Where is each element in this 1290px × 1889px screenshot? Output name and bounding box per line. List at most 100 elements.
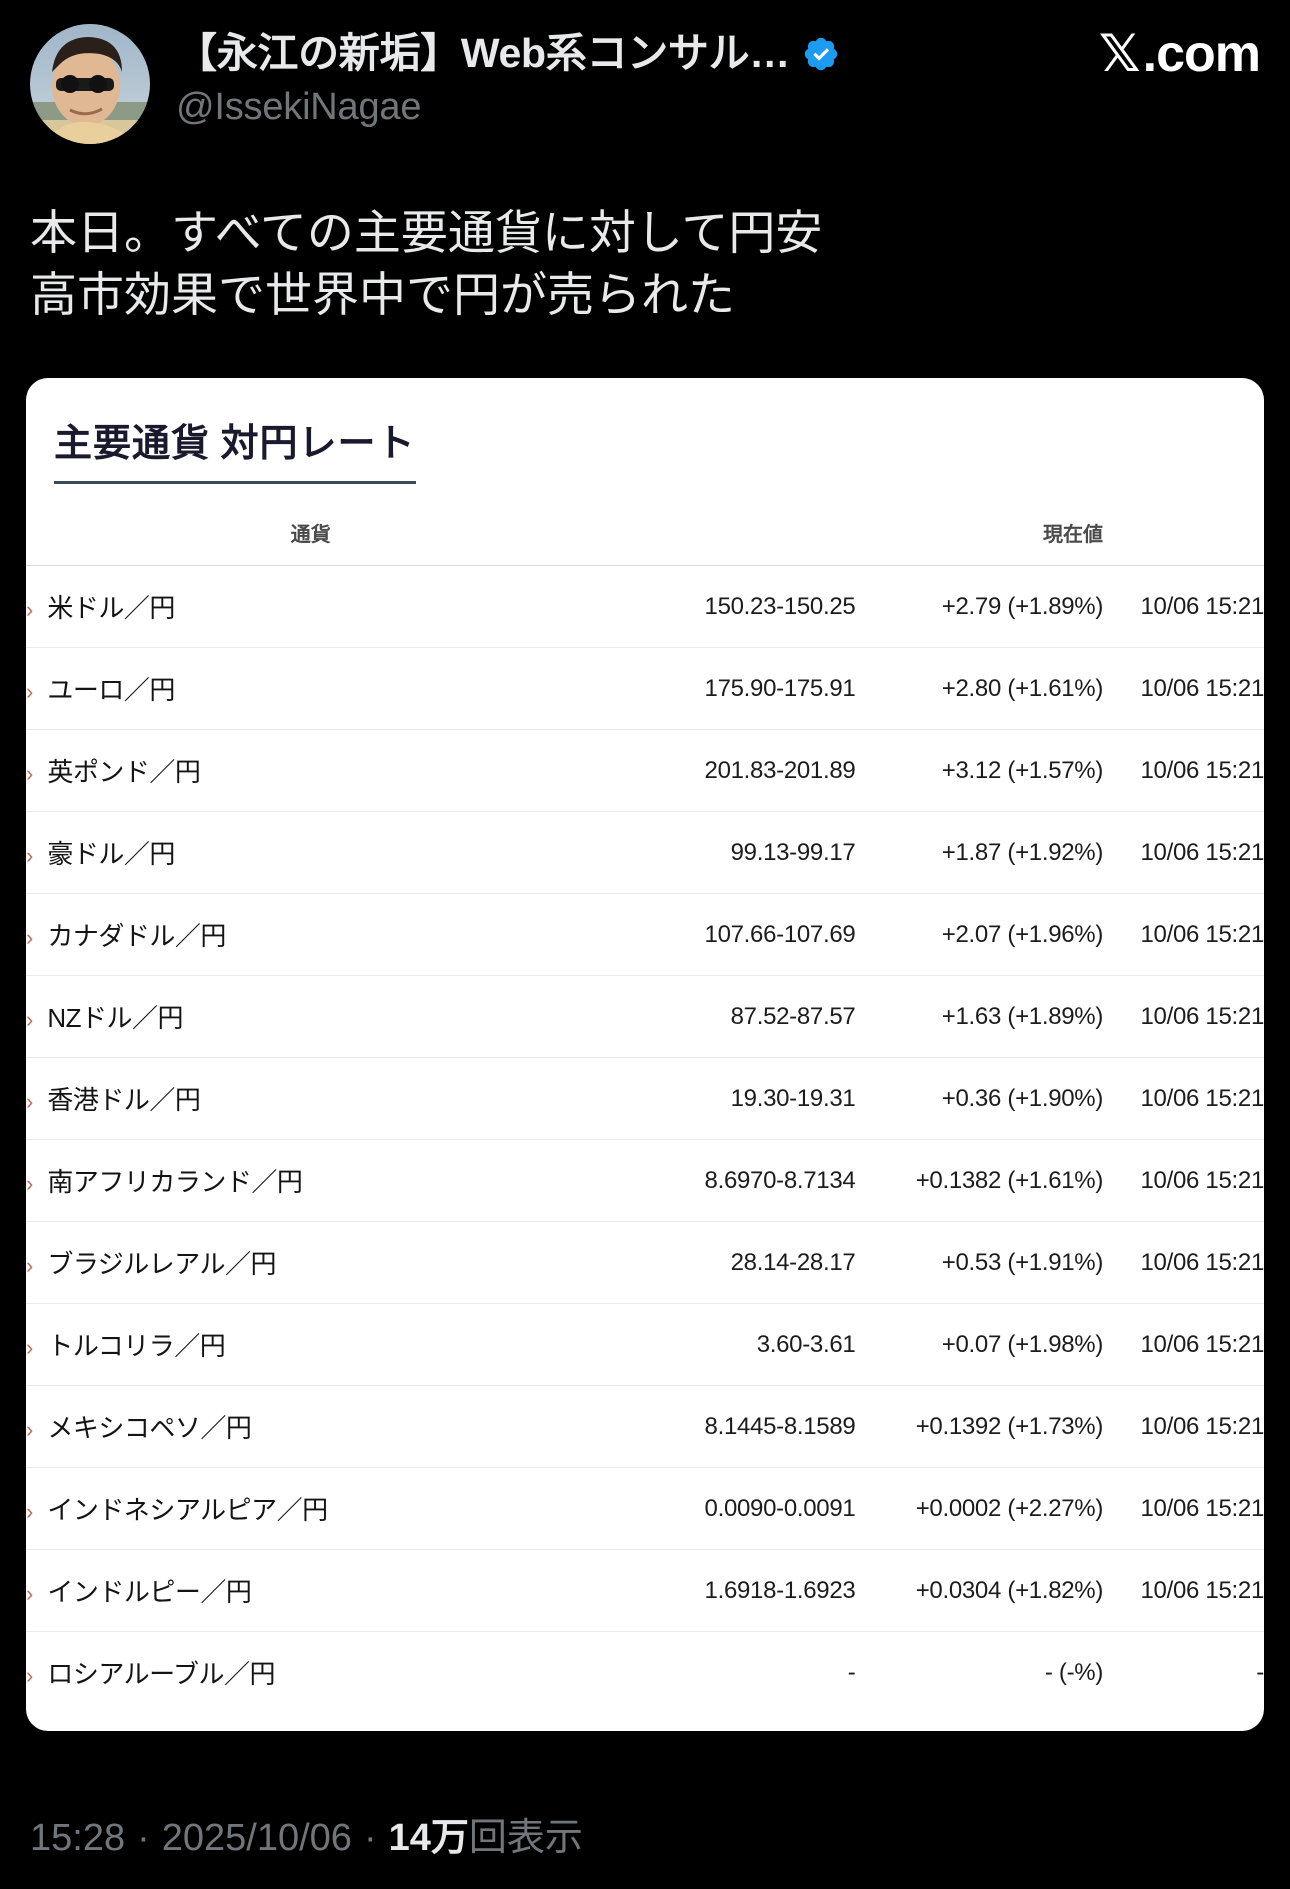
verified-badge-icon [802,35,840,73]
chevron-right-icon[interactable]: › [26,1171,34,1197]
currency-pair-label: ユーロ／円 [47,675,175,706]
update-time-cell: 10/06 15:21 [1103,1057,1264,1141]
change-value-cell: +1.87 (+1.92%) [855,811,1103,895]
table-row[interactable]: › 英ポンド／円 201.83-201.89 +3.12 (+1.57%) 10/06 … [26,729,1264,813]
currency-cell[interactable]: › メキシコペソ／円 [26,1385,596,1469]
column-header-time-spacer [1103,508,1264,567]
display-name-row: 【永江の新垢】Web系コンサル… [176,30,1260,77]
rate-value-cell: 3.60-3.61 [595,1303,856,1387]
change-value-cell: +3.12 (+1.57%) [855,729,1103,813]
rate-value-cell: - [847,1658,856,1686]
table-row[interactable]: › メキシコペソ／円 8.1445-8.1589 +0.1392 (+1.73%) 10… [26,1385,1264,1469]
avatar[interactable] [30,24,150,144]
chevron-right-icon[interactable]: › [26,1089,34,1115]
tweet-header: 【永江の新垢】Web系コンサル… @IssekiNagae 𝕏 .com [0,0,1290,160]
change-value-cell: +0.53 (+1.91%) [855,1221,1103,1305]
currency-cell[interactable]: › 香港ドル／円 [26,1057,596,1141]
table-row[interactable]: › カナダドル／円 107.66-107.69 +2.07 (+1.96%) 10/06… [26,893,1264,977]
change-value-cell: - (-%) [1044,1658,1104,1686]
rate-value-cell: 175.90-175.91 [595,647,856,731]
post-time: 15:28 [30,1817,126,1859]
table-row[interactable]: › ブラジルレアル／円 28.14-28.17 +0.53 (+1.91%) 10/06… [26,1221,1264,1305]
x-logo-icon: 𝕏 [1098,24,1141,84]
table-row[interactable]: › トルコリラ／円 3.60-3.61 +0.07 (+1.98%) 10/06 15:… [26,1303,1264,1387]
table-header-row: 通貨 現在値 [26,508,1264,567]
currency-cell[interactable]: › ユーロ／円 [26,647,596,731]
chevron-right-icon[interactable]: › [26,1335,34,1361]
currency-pair-label: カナダドル／円 [47,921,226,952]
change-value-cell: +1.63 (+1.89%) [855,975,1103,1059]
chevron-right-icon[interactable]: › [26,1417,34,1443]
chevron-right-icon[interactable]: › [26,843,34,869]
currency-cell[interactable]: › インドルピー／円 [26,1549,596,1633]
currency-pair-label: 英ポンド／円 [47,757,201,788]
change-value-cell: +2.07 (+1.96%) [855,893,1103,977]
currency-cell[interactable]: › インドネシアルピア／円 [26,1467,596,1551]
name-block: 【永江の新垢】Web系コンサル… @IssekiNagae [176,24,1260,133]
chevron-right-icon[interactable]: › [26,1007,34,1033]
rate-value-cell: 28.14-28.17 [595,1221,856,1305]
change-value-cell: +0.07 (+1.98%) [855,1303,1103,1387]
change-value-cell: +2.80 (+1.61%) [855,647,1103,731]
update-time-cell: 10/06 15:21 [1103,1139,1264,1223]
change-value-cell: +0.36 (+1.90%) [855,1057,1103,1141]
update-time-cell: 10/06 15:21 [1103,811,1264,895]
chevron-right-icon[interactable]: › [26,597,34,623]
update-time-cell: 10/06 15:21 [1103,975,1264,1059]
currency-pair-label: 豪ドル／円 [47,839,175,870]
user-handle[interactable]: @IssekiNagae [176,86,422,129]
change-value-cell: +0.0002 (+2.27%) [855,1467,1103,1551]
currency-cell[interactable]: › 英ポンド／円 [26,729,596,813]
table-row[interactable]: › インドネシアルピア／円 0.0090-0.0091 +0.0002 (+2.27%… [26,1467,1264,1551]
tweet-body-text: 本日。すべての主要通貨に対して円安 高市効果で世界中で円が売られた [30,206,823,322]
table-row[interactable]: › 南アフリカランド／円 8.6970-8.7134 +0.1382 (+1.61%)… [26,1139,1264,1223]
table-row[interactable]: › ロシアルーブル／円 - - (-%) - [26,1632,1264,1714]
update-time-cell: 10/06 15:21 [1103,565,1264,649]
update-time-cell: 10/06 15:21 [1103,893,1264,977]
table-row[interactable]: › 豪ドル／円 99.13-99.17 +1.87 (+1.92%) 10/06 15:… [26,811,1264,895]
column-header-currency: 通貨 [26,508,596,567]
chevron-right-icon[interactable]: › [26,761,34,787]
update-time-cell: 10/06 15:21 [1103,1221,1264,1305]
table-row[interactable]: › ユーロ／円 175.90-175.91 +2.80 (+1.61%) 10/06 1… [26,647,1264,731]
rate-value-cell: 19.30-19.31 [595,1057,856,1141]
update-time-cell: - [1256,1658,1264,1686]
chevron-right-icon[interactable]: › [26,925,34,951]
currency-pair-label: ブラジルレアル／円 [47,1249,277,1280]
chevron-right-icon[interactable]: › [26,1499,34,1525]
chevron-right-icon[interactable]: › [26,1663,34,1689]
card-title: 主要通貨 対円レート [54,412,416,485]
rate-value-cell: 8.6970-8.7134 [595,1139,856,1223]
update-time-cell: 10/06 15:21 [1103,729,1264,813]
chevron-right-icon[interactable]: › [26,1581,34,1607]
currency-cell[interactable]: › 豪ドル／円 [26,811,596,895]
table-row[interactable]: › インドルピー／円 1.6918-1.6923 +0.0304 (+1.82%) 10… [26,1549,1264,1633]
change-value-cell: +0.0304 (+1.82%) [855,1549,1103,1633]
update-time-cell: 10/06 15:21 [1103,1467,1264,1551]
column-header-rate-spacer [595,508,856,567]
currency-cell[interactable]: › ロシアルーブル／円 [26,1632,595,1714]
rate-value-cell: 87.52-87.57 [595,975,856,1059]
chevron-right-icon[interactable]: › [26,679,34,705]
currency-pair-label: トルコリラ／円 [47,1331,226,1362]
chevron-right-icon[interactable]: › [26,1253,34,1279]
currency-cell[interactable]: › 米ドル／円 [26,565,596,649]
view-count-label: 回表示 [468,1817,583,1859]
currency-cell[interactable]: › ブラジルレアル／円 [26,1221,596,1305]
currency-pair-label: 香港ドル／円 [47,1085,201,1116]
rates-table-head: 通貨 現在値 [26,508,1264,567]
table-row[interactable]: › 香港ドル／円 19.30-19.31 +0.36 (+1.90%) 10/06 15… [26,1057,1264,1141]
currency-cell[interactable]: › 南アフリカランド／円 [26,1139,596,1223]
display-name: 【永江の新垢】Web系コンサル… [176,30,791,76]
table-row[interactable]: › NZドル／円 87.52-87.57 +1.63 (+1.89%) 10/06 15… [26,975,1264,1059]
currency-cell[interactable]: › カナダドル／円 [26,893,596,977]
currency-cell[interactable]: › NZドル／円 [26,975,596,1059]
rate-value-cell: 150.23-150.25 [595,565,856,649]
currency-pair-label: NZドル／円 [47,1003,183,1034]
currency-cell[interactable]: › トルコリラ／円 [26,1303,596,1387]
table-row[interactable]: › 米ドル／円 150.23-150.25 +2.79 (+1.89%) 10/06 1… [26,565,1264,649]
rate-value-cell: 99.13-99.17 [595,811,856,895]
rate-value-cell: 8.1445-8.1589 [595,1385,856,1469]
change-value-cell: +2.79 (+1.89%) [855,565,1103,649]
